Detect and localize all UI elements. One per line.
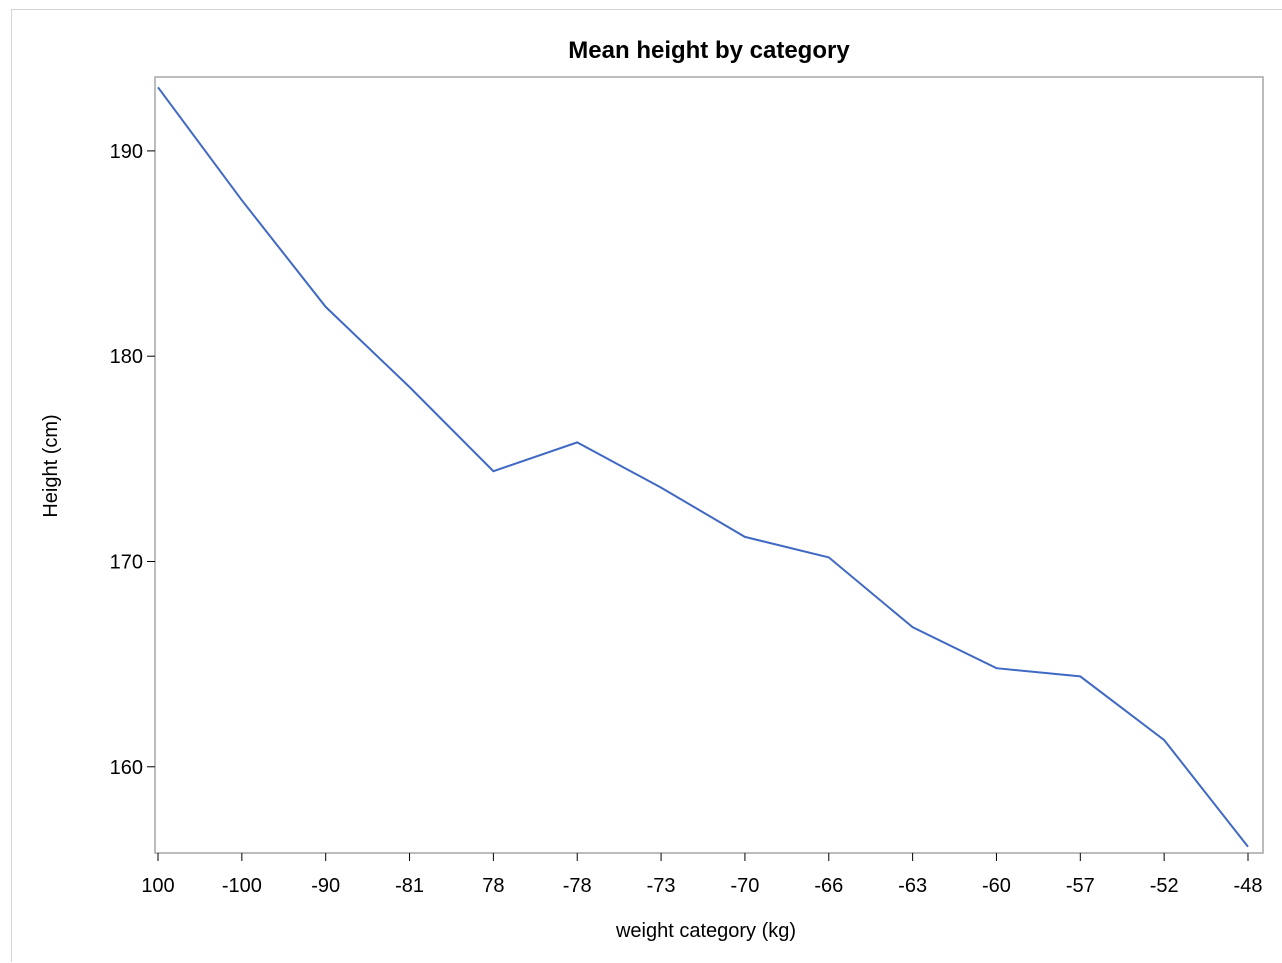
x-axis-ticks: 100 -100 -90 -81 78 -78 -73 -70 -66 -63 -60 -57 -52 -… xyxy=(141,853,1262,897)
x-tick-label: -57 xyxy=(1066,875,1095,897)
x-tick-label: -70 xyxy=(730,875,759,897)
x-tick-label: -66 xyxy=(814,875,843,897)
y-tick-label: 170 xyxy=(110,551,143,573)
x-tick-label: -78 xyxy=(563,875,592,897)
line-chart: Mean height by category 160 170 180 190 100… xyxy=(40,37,1264,942)
x-tick-label: -60 xyxy=(982,875,1011,897)
x-tick-label: -100 xyxy=(222,875,262,897)
x-tick-label: 78 xyxy=(482,875,504,897)
chart-frame: Mean height by category 160 170 180 190 100… xyxy=(11,9,1282,962)
x-tick-label: 100 xyxy=(141,875,174,897)
y-axis-label: Height (cm) xyxy=(40,414,62,517)
chart-title: Mean height by category xyxy=(568,37,850,64)
x-tick-label: -63 xyxy=(898,875,927,897)
y-axis-ticks: 160 170 180 190 xyxy=(110,141,155,779)
plot-area-frame xyxy=(154,76,1264,854)
x-tick-label: -52 xyxy=(1150,875,1179,897)
x-axis-label: weight category (kg) xyxy=(615,920,796,942)
y-tick-label: 160 xyxy=(110,757,143,779)
x-tick-label: -90 xyxy=(311,875,340,897)
y-tick-label: 180 xyxy=(110,346,143,368)
y-tick-label: 190 xyxy=(110,141,143,163)
x-tick-label: -73 xyxy=(647,875,676,897)
x-tick-label: -48 xyxy=(1234,875,1263,897)
series-line xyxy=(157,86,1249,848)
x-tick-label: -81 xyxy=(395,875,424,897)
